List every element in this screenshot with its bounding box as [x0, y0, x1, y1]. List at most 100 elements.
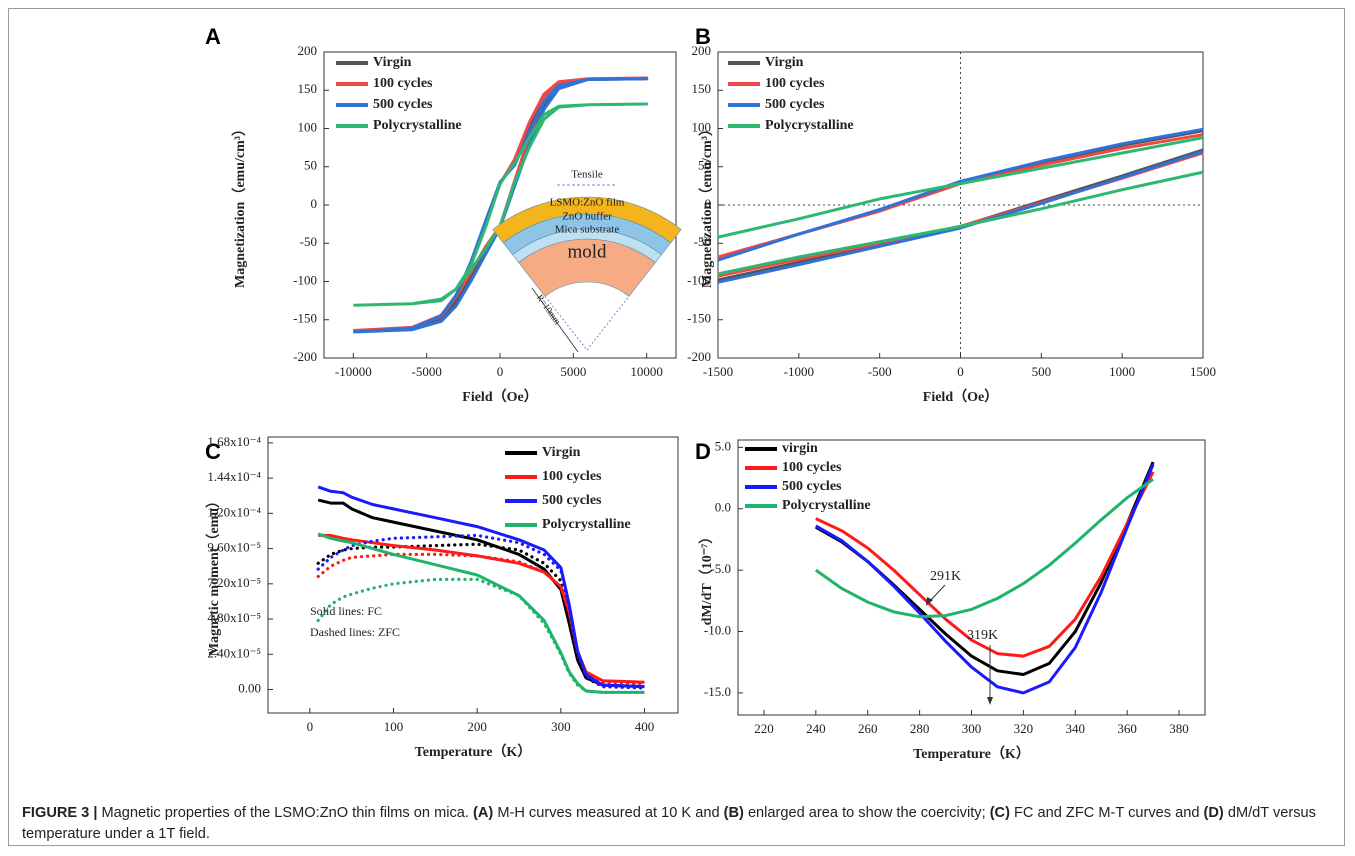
x-tick-label: 1000 — [1109, 364, 1135, 379]
y-tick-label: 150 — [298, 81, 318, 96]
legend-label: Polycrystalline — [782, 498, 871, 513]
inset-label: Mica substrate — [555, 224, 620, 236]
x-tick-label: 200 — [467, 719, 487, 734]
series-line — [814, 478, 1154, 619]
inset-layer — [492, 196, 682, 244]
y-tick-label: 100 — [692, 119, 712, 134]
y-tick-label: 0 — [311, 196, 318, 211]
x-tick-label: 0 — [497, 364, 504, 379]
caption-part: FIGURE 3 | — [22, 805, 98, 821]
y-tick-label: 9.60x10⁻⁵ — [207, 540, 261, 555]
annotation-arrow — [928, 584, 946, 603]
x-tick-label: 260 — [858, 721, 878, 736]
y-tick-label: -150 — [293, 311, 317, 326]
legend-label: Virgin — [373, 55, 412, 70]
y-tick-label: 1.20x10⁻⁴ — [207, 504, 261, 519]
x-tick-label: -1000 — [784, 364, 814, 379]
x-tick-label: 240 — [806, 721, 826, 736]
inset-dimension — [531, 287, 579, 353]
inset-label: Tensile — [571, 169, 603, 181]
legend-label: 100 cycles — [765, 76, 825, 91]
figure-frame — [8, 8, 1345, 846]
y-tick-label: -100 — [293, 272, 317, 287]
legend-label: Polycrystalline — [373, 118, 462, 133]
caption-part: (A) — [473, 805, 494, 821]
legend-label: 100 cycles — [373, 76, 433, 91]
y-tick-label: -100 — [687, 272, 711, 287]
series-line — [317, 532, 645, 694]
x-tick-label: 300 — [551, 719, 571, 734]
inset-label: ZnO buffer — [562, 211, 612, 223]
y-tick-label: 100 — [298, 119, 318, 134]
x-tick-label: -5000 — [411, 364, 441, 379]
series-line — [815, 464, 1155, 695]
series-line — [815, 471, 1155, 658]
caption-part: Magnetic properties of the LSMO:ZnO thin… — [97, 805, 473, 821]
x-tick-label: -500 — [868, 364, 892, 379]
annotation: Dashed lines: ZFC — [310, 625, 400, 639]
x-tick-label: 220 — [754, 721, 774, 736]
legend-label: 500 cycles — [373, 97, 433, 112]
y-tick-label: 7.20x10⁻⁵ — [207, 575, 261, 590]
x-tick-label: 0 — [957, 364, 964, 379]
caption: FIGURE 3 | Magnetic properties of the LS… — [22, 803, 1322, 845]
caption-part: M-H curves measured at 10 K and — [493, 805, 724, 821]
x-axis-title: Temperature（K） — [913, 746, 1030, 762]
y-tick-label: -15.0 — [704, 684, 731, 699]
y-axis-title: Magnetic moment（emu） — [206, 494, 222, 656]
panel-letter: C — [205, 439, 221, 464]
caption-part: dM/dT versus temperature under a 1T fiel… — [22, 805, 1316, 842]
caption-part: FC and ZFC M-T curves and — [1009, 805, 1204, 821]
caption-part: enlarged area to show the coercivity; — [743, 805, 990, 821]
x-tick-label: 1500 — [1190, 364, 1216, 379]
y-tick-label: -50 — [300, 234, 317, 249]
y-tick-label: -200 — [293, 349, 317, 364]
inset-label: mold — [567, 241, 607, 262]
arrow-head — [987, 697, 993, 705]
legend-label: Virgin — [542, 445, 581, 460]
y-tick-label: 50 — [698, 158, 711, 173]
x-tick-label: 380 — [1169, 721, 1189, 736]
y-axis-title: Magnetization（emu/cm³） — [232, 122, 248, 288]
y-tick-label: 1.44x10⁻⁴ — [207, 469, 261, 484]
y-tick-label: 0.0 — [715, 500, 731, 515]
y-tick-label: -5.0 — [710, 561, 731, 576]
panel-letter: A — [205, 24, 221, 49]
x-axis-title: Field（Oe） — [923, 389, 998, 405]
y-tick-label: -10.0 — [704, 623, 731, 638]
series-line — [353, 102, 649, 307]
x-tick-label: 100 — [384, 719, 404, 734]
y-tick-label: 5.0 — [715, 438, 731, 453]
y-tick-label: -150 — [687, 311, 711, 326]
y-tick-label: 2.40x10⁻⁵ — [207, 645, 261, 660]
arrow-head — [926, 597, 933, 606]
panel-letter: D — [695, 439, 711, 464]
x-axis-title: Field（Oe） — [462, 389, 537, 405]
y-tick-label: -50 — [694, 234, 711, 249]
plot-frame — [267, 436, 679, 714]
caption-part: (C) — [989, 805, 1010, 821]
legend-label: Polycrystalline — [542, 517, 631, 532]
y-tick-label: 150 — [692, 81, 712, 96]
y-tick-label: 0.00 — [238, 680, 261, 695]
caption-part: (B) — [723, 805, 744, 821]
x-tick-label: 10000 — [630, 364, 663, 379]
x-tick-label: 320 — [1014, 721, 1034, 736]
x-tick-label: 280 — [910, 721, 930, 736]
x-tick-label: 0 — [307, 719, 314, 734]
panel-letter: B — [695, 24, 711, 49]
y-axis-title: Magnetization（emu/cm³） — [699, 122, 715, 288]
x-axis-title: Temperature（K） — [415, 744, 532, 760]
legend-label: Polycrystalline — [765, 118, 854, 133]
series-line — [717, 136, 1204, 276]
inset-edge — [544, 296, 630, 351]
x-tick-label: 340 — [1066, 721, 1086, 736]
inset-label: LSMO:ZnO film — [550, 197, 625, 209]
x-tick-label: 400 — [635, 719, 655, 734]
legend-label: 100 cycles — [782, 460, 842, 475]
x-tick-label: -10000 — [335, 364, 372, 379]
figure: A-10000 -5000 0 5000 10000-200-150-100-50050… — [205, 24, 1216, 762]
y-tick-label: 0 — [705, 196, 712, 211]
legend-label: virgin — [782, 441, 818, 456]
